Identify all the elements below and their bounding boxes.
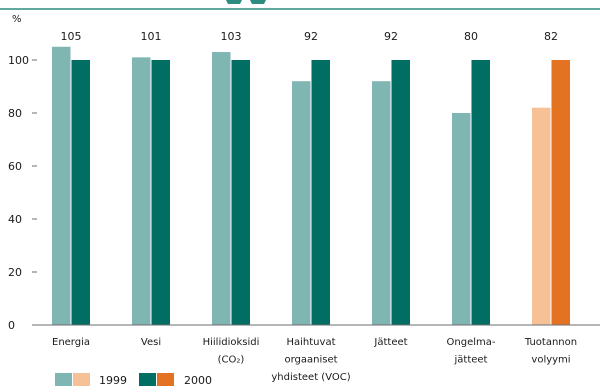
- x-tick-label: jätteet: [454, 355, 488, 366]
- bar-1999: [132, 57, 151, 325]
- bar-1999: [372, 81, 391, 325]
- legend-label-2000: 2000: [184, 374, 212, 387]
- bar-1999: [292, 81, 311, 325]
- legend-label-1999: 1999: [99, 374, 127, 387]
- y-unit-label: %: [12, 14, 22, 25]
- value-label: 92: [384, 30, 398, 43]
- value-label: 92: [304, 30, 318, 43]
- bar-2000: [471, 60, 490, 325]
- value-label: 80: [464, 30, 478, 43]
- y-tick-label: 0: [8, 319, 15, 332]
- x-tick-label: orgaaniset: [284, 355, 337, 366]
- bar-1999: [212, 52, 231, 326]
- legend-swatch-2000-highlight: [157, 373, 174, 386]
- x-tick-label: Jätteet: [373, 337, 407, 348]
- y-tick-label: 80: [8, 107, 22, 120]
- bar-2000: [551, 60, 570, 325]
- title-glyph-shape: [250, 0, 266, 4]
- bar-2000: [71, 60, 90, 325]
- x-tick-label: Hiilidioksidi: [203, 337, 260, 348]
- x-tick-label: Ongelma-: [447, 337, 496, 348]
- value-label: 103: [221, 30, 242, 43]
- bar-2000: [391, 60, 410, 325]
- bar-2000: [231, 60, 250, 325]
- bar-1999: [52, 46, 71, 325]
- bars: [52, 46, 570, 326]
- value-labels: 105 101 103 92 92 80 82: [61, 30, 559, 43]
- x-tick-label: Haihtuvat: [287, 337, 336, 348]
- value-label: 82: [544, 30, 558, 43]
- y-tick-label: 40: [8, 213, 22, 226]
- bar-1999: [452, 113, 471, 325]
- value-label: 101: [141, 30, 162, 43]
- title-glyph-shape: [226, 0, 242, 4]
- x-tick-label: (CO₂): [218, 355, 245, 366]
- bar-2000: [311, 60, 330, 325]
- value-label: 105: [61, 30, 82, 43]
- bar-1999: [532, 107, 551, 325]
- x-tick-label: volyymi: [531, 355, 570, 366]
- x-tick-label: Tuotannon: [524, 337, 577, 348]
- x-tick-label: Energia: [52, 337, 90, 348]
- y-tick-label: 60: [8, 160, 22, 173]
- y-tick-label: 100: [8, 54, 29, 67]
- legend-swatch-1999-highlight: [73, 373, 90, 386]
- bar-2000: [151, 60, 170, 325]
- legend-swatch-2000: [139, 373, 156, 386]
- y-axis: 0 20 40 60 80 100: [8, 54, 37, 332]
- legend-swatch-1999: [55, 373, 72, 386]
- x-labels: Energia Vesi Hiilidioksidi (CO₂) Haihtuvat or…: [52, 337, 577, 383]
- x-tick-label: Vesi: [141, 337, 161, 348]
- x-tick-label: yhdisteet (VOC): [271, 372, 350, 383]
- title-fragment: [226, 0, 266, 4]
- y-tick-label: 20: [8, 266, 22, 279]
- legend: 1999 2000: [55, 373, 212, 387]
